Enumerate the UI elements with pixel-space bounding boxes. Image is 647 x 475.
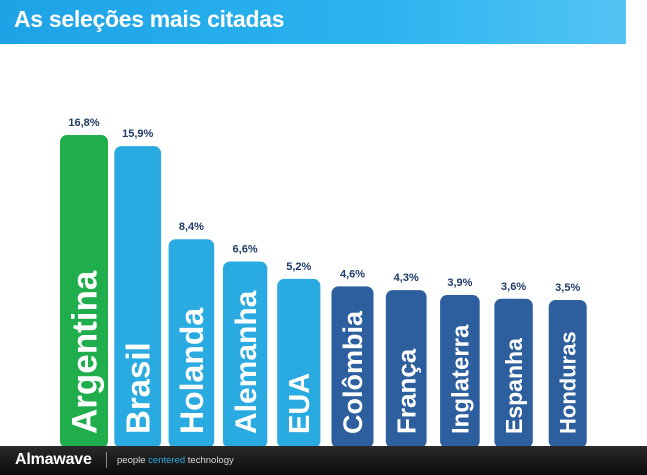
category-label: França (392, 348, 422, 434)
category-label: Holanda (174, 308, 210, 434)
bar-chart: 16,8% Argentina 15,9% Brasil 8,4% Holanda 6,6%… (60, 117, 587, 446)
bar (277, 278, 321, 446)
category-label: EUA (284, 373, 316, 434)
bar (548, 300, 587, 446)
bar (222, 261, 268, 446)
value-label: 6,6% (233, 244, 258, 256)
title-bar: As seleções mais citadas (0, 0, 626, 44)
value-label: 3,9% (447, 277, 472, 289)
bar (331, 286, 374, 446)
value-label: 5,2% (286, 261, 311, 273)
value-label: 16,8% (68, 117, 99, 129)
category-label: Inglaterra (448, 324, 475, 434)
tagline-part: technology (185, 455, 234, 466)
tagline-part: people (117, 455, 149, 466)
bar (114, 146, 162, 446)
bar (60, 135, 108, 446)
value-label: 3,6% (501, 281, 526, 293)
category-label: Colômbia (338, 310, 368, 434)
bar (494, 298, 533, 446)
brand-logo: Almawave (15, 451, 92, 468)
value-label: 8,4% (179, 221, 204, 233)
footer-divider (106, 452, 107, 468)
value-label: 4,3% (394, 272, 419, 284)
bar (385, 290, 427, 446)
category-label: Brasil (120, 342, 157, 434)
category-label: Argentina (66, 270, 105, 434)
category-label: Alemanha (230, 290, 263, 434)
value-label: 3,5% (555, 282, 580, 294)
value-label: 15,9% (122, 128, 153, 140)
bar (440, 295, 480, 446)
category-label: Honduras (556, 331, 581, 434)
footer-tagline: people centered technology (117, 455, 234, 466)
category-label: Espanha (501, 338, 527, 434)
value-label: 4,6% (340, 268, 365, 280)
page-title: As seleções mais citadas (14, 6, 285, 32)
bar (168, 239, 215, 446)
tagline-accent: centered (148, 455, 186, 466)
footer: Almawave people centered technology (0, 446, 647, 475)
